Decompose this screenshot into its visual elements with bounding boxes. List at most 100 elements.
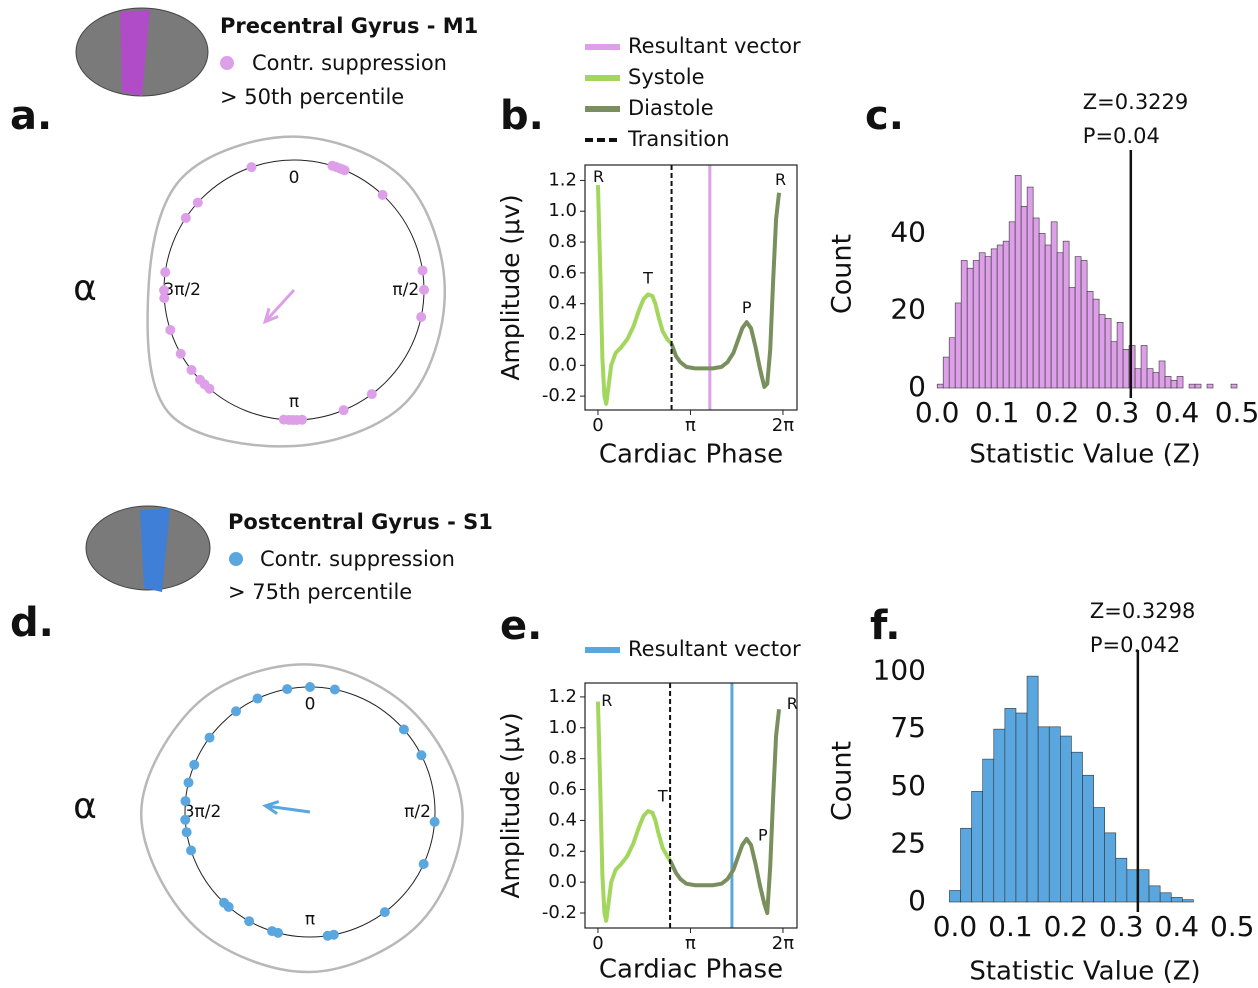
bar xyxy=(1004,708,1017,903)
y-tick-label: 0.4 xyxy=(548,809,577,830)
bar xyxy=(1038,233,1046,389)
bar xyxy=(954,302,962,389)
point xyxy=(181,827,192,838)
bar xyxy=(1071,751,1083,903)
y-tick-label: -0.2 xyxy=(542,385,577,406)
bar xyxy=(936,383,944,389)
bar xyxy=(960,260,968,389)
point xyxy=(418,284,429,295)
line xyxy=(668,709,782,916)
angle-tick-label: π xyxy=(289,392,299,412)
x-tick-label: 0.5 xyxy=(1215,396,1258,429)
y-tick-label: 0.0 xyxy=(548,871,577,892)
bar xyxy=(971,791,983,903)
point xyxy=(159,285,170,296)
y-tick-label: 0.4 xyxy=(548,293,577,314)
bar xyxy=(1182,899,1194,903)
x-tick-label: 0.0 xyxy=(933,910,978,943)
angle-tick-label: π xyxy=(305,910,315,930)
y-tick-label: 0.8 xyxy=(548,748,577,769)
y-tick-label: -0.2 xyxy=(542,902,577,923)
line xyxy=(595,184,674,406)
point xyxy=(180,814,191,825)
bar xyxy=(1140,345,1148,389)
y-tick-label: 20 xyxy=(890,293,926,326)
bar xyxy=(1098,314,1106,389)
brain-icon xyxy=(85,505,211,592)
bar xyxy=(1188,383,1196,389)
brain-region xyxy=(140,508,170,592)
x-tick-label: 0.2 xyxy=(1044,910,1089,943)
resultant-vector xyxy=(262,800,311,815)
point xyxy=(180,212,191,223)
y-axis-label: Count xyxy=(827,234,858,314)
panel-label: c. xyxy=(865,93,904,139)
point xyxy=(273,927,284,938)
x-tick-label: π xyxy=(685,933,696,954)
x-tick-label: 0.4 xyxy=(1155,396,1200,429)
x-axis-label: Statistic Value (Z) xyxy=(969,957,1200,987)
bar xyxy=(1158,360,1166,389)
annotation: P=0.04 xyxy=(1083,124,1160,148)
angle-tick-label: 3π/2 xyxy=(184,802,222,822)
angle-tick-label: 0 xyxy=(289,168,300,188)
point xyxy=(417,265,428,276)
y-tick-label: 0.0 xyxy=(548,354,577,375)
angle-tick-label: π/2 xyxy=(404,802,431,822)
point xyxy=(328,929,339,940)
x-axis-label: Cardiac Phase xyxy=(599,955,783,985)
bar xyxy=(1194,383,1202,389)
annotation: R xyxy=(775,170,786,189)
annotation: R xyxy=(593,167,604,186)
legend-label: Transition xyxy=(627,127,730,151)
y-tick-label: 100 xyxy=(873,654,926,687)
bar xyxy=(1116,322,1124,389)
x-tick-label: 0.5 xyxy=(1210,910,1255,943)
point xyxy=(416,750,427,761)
point xyxy=(305,682,315,692)
point xyxy=(398,724,409,735)
bar xyxy=(1037,726,1050,903)
panel-label: e. xyxy=(500,603,542,649)
bar xyxy=(1068,287,1076,389)
brain-region xyxy=(120,10,150,96)
x-tick-label: 2π xyxy=(772,933,794,954)
x-axis-label: Statistic Value (Z) xyxy=(969,440,1200,470)
bar xyxy=(966,267,974,389)
point xyxy=(186,364,197,375)
bar xyxy=(1020,206,1028,389)
point xyxy=(159,293,170,304)
x-tick-label: 2π xyxy=(772,415,794,436)
y-tick-label: 0 xyxy=(908,370,926,403)
legend-label: Diastole xyxy=(628,96,714,120)
bar xyxy=(1062,240,1070,389)
angle-tick-label: π/2 xyxy=(392,280,419,300)
y-tick-label: 1.2 xyxy=(548,686,577,707)
bar xyxy=(1170,897,1183,903)
bar xyxy=(1026,186,1034,389)
annotation: P=0.042 xyxy=(1090,633,1180,657)
point xyxy=(338,405,349,416)
bar xyxy=(1206,383,1214,389)
legend-marker xyxy=(220,56,234,70)
y-tick-label: 0 xyxy=(908,884,926,917)
panel-label: b. xyxy=(500,93,544,139)
y-tick-label: 0.2 xyxy=(548,323,577,344)
bar xyxy=(1152,372,1160,389)
density-contour xyxy=(146,135,447,448)
annotation: Z=0.3229 xyxy=(1083,90,1188,114)
bar xyxy=(1115,857,1128,903)
plot-frame xyxy=(584,682,798,929)
bar xyxy=(1230,383,1238,389)
angle-tick-label: 0 xyxy=(305,695,316,715)
bar xyxy=(1074,256,1082,389)
bar xyxy=(984,256,992,389)
bar xyxy=(1110,341,1118,389)
bar xyxy=(960,827,972,903)
point xyxy=(223,901,234,912)
bar xyxy=(1082,774,1094,903)
brain-icon xyxy=(75,7,209,97)
point xyxy=(416,311,427,322)
legend-label: Resultant vector xyxy=(628,637,801,661)
bar xyxy=(1086,291,1094,389)
